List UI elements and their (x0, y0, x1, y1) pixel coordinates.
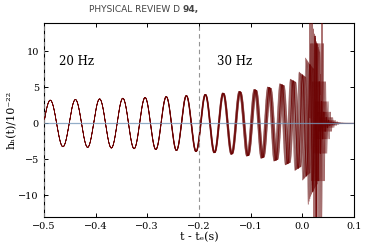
Text: 30 Hz: 30 Hz (217, 55, 252, 68)
Text: 20 Hz: 20 Hz (59, 55, 94, 68)
Text: PHYSICAL REVIEW D: PHYSICAL REVIEW D (89, 5, 182, 14)
Text: 94,: 94, (182, 5, 199, 14)
X-axis label: t - tₑ(s): t - tₑ(s) (180, 232, 218, 242)
Y-axis label: hₕ(t)/10⁻²²: hₕ(t)/10⁻²² (7, 90, 17, 149)
